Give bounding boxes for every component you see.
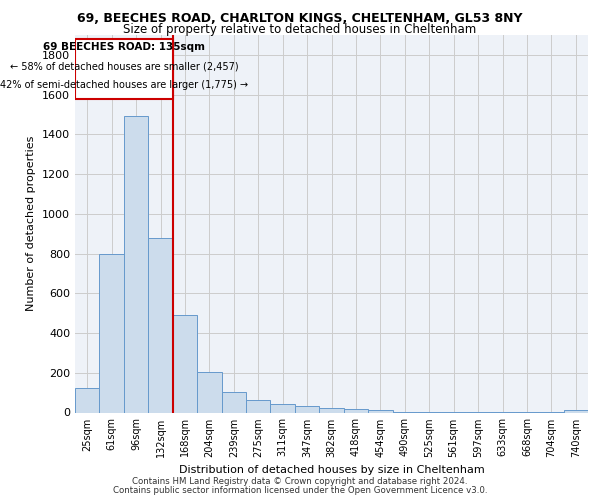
Text: Contains public sector information licensed under the Open Government Licence v3: Contains public sector information licen… xyxy=(113,486,487,495)
Text: ← 58% of detached houses are smaller (2,457): ← 58% of detached houses are smaller (2,… xyxy=(10,61,238,71)
Bar xyxy=(75,388,100,412)
Bar xyxy=(221,392,246,412)
Y-axis label: Number of detached properties: Number of detached properties xyxy=(26,136,37,312)
Bar xyxy=(271,404,295,412)
Bar xyxy=(148,238,173,412)
Text: 69, BEECHES ROAD, CHARLTON KINGS, CHELTENHAM, GL53 8NY: 69, BEECHES ROAD, CHARLTON KINGS, CHELTE… xyxy=(77,12,523,26)
Bar xyxy=(197,372,221,412)
Text: Contains HM Land Registry data © Crown copyright and database right 2024.: Contains HM Land Registry data © Crown c… xyxy=(132,477,468,486)
Bar xyxy=(100,254,124,412)
Bar xyxy=(173,315,197,412)
Text: 69 BEECHES ROAD: 135sqm: 69 BEECHES ROAD: 135sqm xyxy=(43,42,205,52)
Bar xyxy=(124,116,148,412)
Bar xyxy=(368,410,392,412)
X-axis label: Distribution of detached houses by size in Cheltenham: Distribution of detached houses by size … xyxy=(179,465,484,475)
Text: Size of property relative to detached houses in Cheltenham: Size of property relative to detached ho… xyxy=(124,22,476,36)
Bar xyxy=(344,408,368,412)
Text: 42% of semi-detached houses are larger (1,775) →: 42% of semi-detached houses are larger (… xyxy=(0,80,248,90)
Bar xyxy=(246,400,271,412)
Bar xyxy=(563,410,588,412)
Bar xyxy=(295,406,319,412)
Bar xyxy=(319,408,344,412)
Bar xyxy=(75,39,173,98)
